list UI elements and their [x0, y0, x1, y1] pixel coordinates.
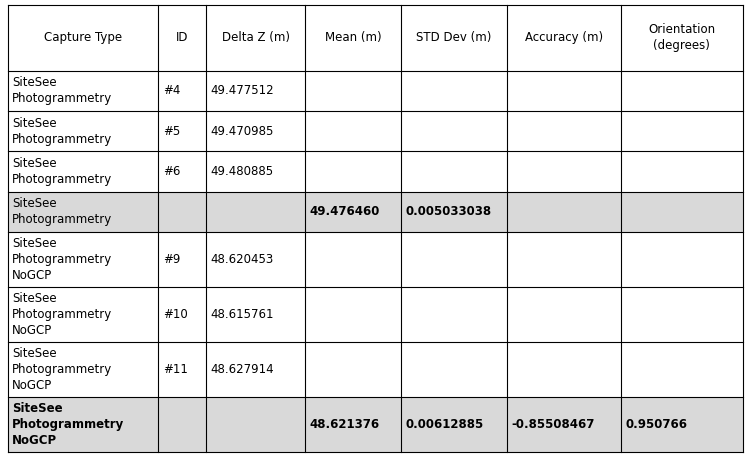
Text: #6: #6 — [163, 165, 180, 178]
Bar — [8, 287, 742, 342]
Text: #10: #10 — [163, 308, 188, 321]
Text: SiteSee
Photogrammetry: SiteSee Photogrammetry — [12, 157, 112, 186]
Bar — [8, 232, 742, 287]
Text: SiteSee
Photogrammetry: SiteSee Photogrammetry — [12, 197, 112, 227]
Text: 48.620453: 48.620453 — [211, 253, 274, 266]
Text: 0.950766: 0.950766 — [626, 419, 688, 431]
Text: #4: #4 — [163, 85, 180, 97]
Text: SiteSee
Photogrammetry
NoGCP: SiteSee Photogrammetry NoGCP — [12, 347, 112, 392]
Text: #11: #11 — [163, 363, 188, 376]
Text: Orientation
(degrees): Orientation (degrees) — [648, 23, 716, 52]
Bar — [8, 71, 742, 111]
Text: 48.627914: 48.627914 — [211, 363, 274, 376]
Text: #5: #5 — [163, 125, 180, 138]
Bar — [8, 342, 742, 398]
Text: STD Dev (m): STD Dev (m) — [416, 31, 492, 44]
Text: -0.85508467: -0.85508467 — [512, 419, 596, 431]
Text: 49.470985: 49.470985 — [211, 125, 274, 138]
Text: 49.477512: 49.477512 — [211, 85, 274, 97]
Text: #9: #9 — [163, 253, 180, 266]
Text: Capture Type: Capture Type — [44, 31, 122, 44]
Text: SiteSee
Photogrammetry: SiteSee Photogrammetry — [12, 76, 112, 105]
Bar — [8, 398, 742, 452]
Text: ID: ID — [176, 31, 188, 44]
Text: 49.480885: 49.480885 — [211, 165, 274, 178]
Text: SiteSee
Photogrammetry: SiteSee Photogrammetry — [12, 117, 112, 146]
Text: SiteSee
Photogrammetry
NoGCP: SiteSee Photogrammetry NoGCP — [12, 292, 112, 337]
Text: 48.621376: 48.621376 — [310, 419, 380, 431]
Text: 48.615761: 48.615761 — [211, 308, 274, 321]
Text: 0.00612885: 0.00612885 — [405, 419, 484, 431]
Bar — [8, 111, 742, 151]
Text: Mean (m): Mean (m) — [325, 31, 381, 44]
Text: 49.476460: 49.476460 — [310, 206, 380, 218]
Bar — [8, 192, 742, 232]
Text: Accuracy (m): Accuracy (m) — [525, 31, 603, 44]
Bar — [8, 5, 742, 71]
Text: 0.005033038: 0.005033038 — [405, 206, 491, 218]
Bar — [8, 151, 742, 192]
Text: Delta Z (m): Delta Z (m) — [221, 31, 290, 44]
Text: SiteSee
Photogrammetry
NoGCP: SiteSee Photogrammetry NoGCP — [12, 403, 125, 447]
Text: SiteSee
Photogrammetry
NoGCP: SiteSee Photogrammetry NoGCP — [12, 237, 112, 282]
